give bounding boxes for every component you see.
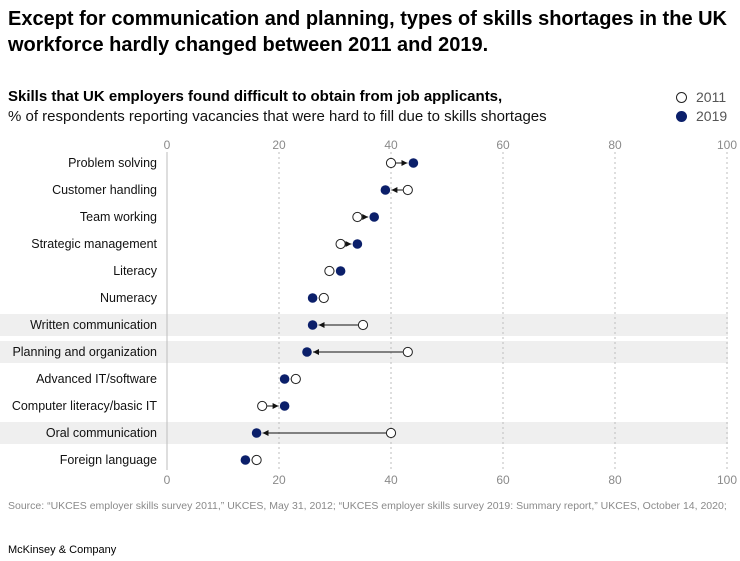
legend-2019-label: 2019 — [696, 108, 728, 124]
point-2011 — [251, 454, 262, 466]
category-label: Problem solving — [68, 156, 157, 170]
point-2011 — [385, 157, 397, 169]
legend-2011-label: 2011 — [696, 89, 727, 105]
tick-label-bottom: 20 — [272, 473, 286, 487]
dumbbell-chart: 0 20 40 60 80 100 0 20 40 60 80 100 Problem solvin… — [0, 138, 737, 487]
point-2011 — [335, 238, 346, 250]
tick-label-top: 60 — [496, 138, 510, 152]
data-row: Numeracy — [100, 291, 329, 305]
category-label: Advanced IT/software — [36, 372, 157, 386]
chart-title: Skills that UK employers found difficult… — [8, 88, 503, 105]
category-label: Computer literacy/basic IT — [12, 399, 158, 413]
data-row: Advanced IT/software — [36, 372, 301, 386]
point-2019 — [307, 320, 318, 330]
tick-label-bottom: 0 — [164, 473, 171, 487]
data-row: Customer handling — [52, 183, 413, 197]
data-row: Literacy — [113, 264, 346, 278]
category-label: Written communication — [30, 318, 157, 332]
point-2019 — [302, 347, 312, 357]
point-2011 — [290, 373, 301, 385]
tick-label-top: 0 — [164, 138, 171, 152]
data-row: Foreign language — [60, 453, 262, 467]
data-row: Strategic management — [31, 237, 363, 251]
category-label: Strategic management — [31, 237, 157, 251]
category-label: Team working — [80, 210, 157, 224]
point-2011 — [257, 400, 268, 412]
point-2019 — [279, 374, 290, 384]
tick-label-bottom: 80 — [608, 473, 622, 487]
category-label: Numeracy — [100, 291, 158, 305]
category-label: Foreign language — [60, 453, 157, 467]
category-label: Literacy — [113, 264, 158, 278]
data-row: Computer literacy/basic IT — [12, 399, 290, 413]
headline: Except for communication and planning, t… — [8, 8, 728, 56]
point-2019 — [380, 185, 391, 195]
point-2011 — [402, 346, 413, 358]
legend-2011: 2011 — [676, 89, 726, 105]
data-row: Planning and organization — [12, 345, 413, 359]
point-2011 — [324, 265, 335, 277]
tick-label-bottom: 100 — [717, 473, 737, 487]
category-label: Oral communication — [46, 426, 157, 440]
brand-label: McKinsey & Company — [8, 544, 117, 556]
point-2019 — [251, 428, 262, 438]
legend-2019-marker — [676, 110, 687, 122]
tick-label-top: 80 — [608, 138, 622, 152]
point-2019 — [279, 401, 290, 411]
legend-2011-marker — [676, 91, 687, 103]
point-2019 — [307, 293, 318, 303]
tick-label-bottom: 60 — [496, 473, 510, 487]
chart-subtitle: % of respondents reporting vacancies tha… — [8, 108, 547, 125]
point-2011 — [352, 211, 363, 223]
category-label: Customer handling — [52, 183, 157, 197]
point-2011 — [385, 427, 397, 439]
tick-label-top: 100 — [717, 138, 737, 152]
point-2019 — [335, 266, 346, 276]
legend-2019: 2019 — [676, 108, 727, 124]
tick-label-bottom: 40 — [384, 473, 398, 487]
data-row: Oral communication — [46, 426, 397, 440]
data-row: Written communication — [30, 318, 369, 332]
tick-label-top: 20 — [272, 138, 286, 152]
category-label: Planning and organization — [12, 345, 157, 359]
point-2011 — [318, 292, 329, 304]
point-2011 — [357, 319, 369, 331]
point-2011 — [402, 184, 413, 196]
point-2019 — [369, 212, 380, 222]
tick-label-top: 40 — [384, 138, 398, 152]
point-2019 — [408, 158, 419, 168]
source-note: Source: “UKCES employer skills survey 20… — [8, 500, 727, 512]
data-row: Problem solving — [68, 156, 419, 170]
point-2019 — [352, 239, 363, 249]
data-row: Team working — [80, 210, 380, 224]
point-2019 — [240, 455, 251, 465]
